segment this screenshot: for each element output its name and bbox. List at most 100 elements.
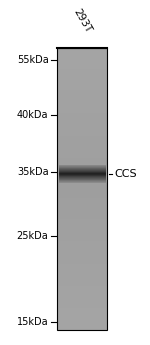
Bar	[57, 172, 107, 174]
Bar	[57, 190, 107, 192]
Bar	[57, 244, 107, 246]
Bar	[57, 178, 107, 179]
Bar	[57, 312, 107, 313]
Bar	[57, 237, 107, 238]
Bar	[57, 86, 107, 88]
Bar	[57, 219, 107, 220]
Bar	[57, 199, 107, 200]
Bar	[57, 113, 107, 114]
Bar	[57, 96, 107, 97]
Bar	[57, 298, 107, 299]
Bar	[57, 134, 107, 136]
Bar	[57, 267, 107, 268]
Bar	[57, 284, 107, 285]
Bar	[57, 200, 107, 202]
Bar	[57, 65, 107, 66]
Bar	[57, 229, 107, 230]
Bar	[57, 305, 107, 306]
Bar	[57, 76, 107, 78]
Bar	[57, 323, 107, 325]
Bar	[57, 316, 107, 317]
Bar	[57, 303, 107, 305]
Bar	[57, 61, 107, 62]
Bar	[57, 105, 107, 106]
Text: 40kDa: 40kDa	[17, 110, 48, 120]
Bar	[57, 168, 107, 169]
Bar	[57, 142, 107, 144]
Bar	[57, 169, 107, 171]
Bar	[57, 63, 107, 65]
Bar	[57, 310, 107, 312]
Text: CCS: CCS	[115, 169, 137, 179]
Bar	[57, 93, 107, 95]
Bar	[57, 269, 107, 271]
Bar	[57, 52, 107, 54]
Bar	[57, 102, 107, 103]
Text: 15kDa: 15kDa	[17, 317, 48, 327]
Bar	[57, 110, 107, 111]
Text: 35kDa: 35kDa	[17, 167, 48, 177]
Bar	[57, 255, 107, 257]
Bar	[57, 152, 107, 154]
Bar	[57, 155, 107, 157]
Bar	[57, 205, 107, 206]
Bar	[57, 92, 107, 93]
Bar	[57, 291, 107, 292]
Bar	[57, 220, 107, 221]
Bar	[57, 261, 107, 263]
Bar	[57, 62, 107, 63]
Bar	[57, 145, 107, 147]
Bar	[57, 71, 107, 72]
Bar	[57, 243, 107, 244]
Bar	[57, 90, 107, 92]
Bar	[57, 100, 107, 102]
Bar	[57, 226, 107, 227]
Bar	[57, 275, 107, 277]
Bar	[57, 189, 107, 190]
Bar	[57, 294, 107, 295]
Bar	[57, 131, 107, 133]
Bar	[57, 246, 107, 247]
Bar	[57, 203, 107, 205]
Bar	[57, 174, 107, 175]
Bar	[57, 72, 107, 73]
Bar	[57, 299, 107, 300]
Bar	[57, 158, 107, 159]
Bar	[57, 144, 107, 145]
Text: 293T: 293T	[72, 7, 93, 34]
Bar	[57, 126, 107, 127]
Bar	[57, 175, 107, 176]
Bar	[57, 248, 107, 250]
Bar	[57, 55, 107, 57]
Bar	[57, 184, 107, 185]
Bar	[57, 181, 107, 182]
Bar	[57, 151, 107, 152]
Bar	[57, 217, 107, 219]
Bar	[57, 120, 107, 121]
Bar	[57, 258, 107, 260]
Bar	[57, 288, 107, 289]
Bar	[57, 223, 107, 224]
Bar	[57, 157, 107, 158]
Bar	[57, 88, 107, 89]
Bar	[57, 75, 107, 76]
Bar	[57, 186, 107, 188]
Bar	[57, 202, 107, 203]
Bar	[57, 162, 107, 164]
Bar	[57, 164, 107, 165]
Bar	[57, 95, 107, 96]
Bar	[57, 133, 107, 134]
Bar	[57, 114, 107, 116]
Bar	[57, 130, 107, 131]
Bar	[57, 124, 107, 126]
Bar	[57, 268, 107, 269]
Bar	[57, 69, 107, 71]
Bar	[57, 68, 107, 69]
Bar	[57, 257, 107, 258]
Bar	[57, 221, 107, 223]
Bar	[57, 66, 107, 68]
Bar	[57, 79, 107, 80]
Bar	[57, 271, 107, 272]
Bar	[57, 224, 107, 226]
Bar	[57, 279, 107, 281]
